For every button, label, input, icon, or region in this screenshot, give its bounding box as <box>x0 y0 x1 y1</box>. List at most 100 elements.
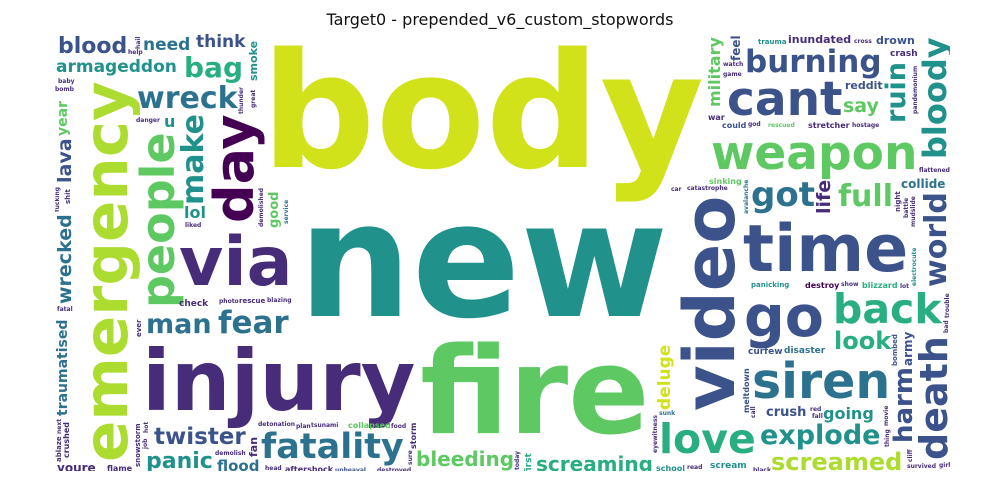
word-great: great <box>250 89 257 108</box>
word-thing: thing <box>884 429 891 447</box>
word-collapsed: collapsed <box>348 421 391 430</box>
word-fan: fan <box>247 436 260 457</box>
word-sure: sure <box>407 450 414 465</box>
word-hail: hail <box>135 36 142 49</box>
word-storm: storm <box>409 422 418 449</box>
word-new: new <box>298 167 669 354</box>
word-say: say <box>843 95 879 117</box>
word-cloud: new body fire injury video via time emergency we… <box>55 34 950 471</box>
word-scream: scream <box>710 461 747 471</box>
word-people: people <box>131 132 185 308</box>
word-snowstorm: snowstorm <box>134 423 142 468</box>
word-avalanche: avalanche <box>743 179 750 214</box>
word-injury: injury <box>142 332 416 430</box>
word-school: school <box>656 464 685 472</box>
word-lava: lava <box>55 138 76 183</box>
word-flood: flood <box>217 457 260 472</box>
word-aftershock: aftershock <box>285 465 334 472</box>
word-bleeding: bleeding <box>416 447 515 471</box>
word-fatal: fatal <box>57 306 73 313</box>
word-twister: twister <box>154 424 246 450</box>
word-via: via <box>179 223 293 302</box>
word-demolish: demolish <box>215 450 246 457</box>
word-lot: lot <box>900 283 910 290</box>
word-need: need <box>143 35 191 55</box>
word-black: black <box>753 467 771 472</box>
word-rescued: rescued <box>768 122 795 129</box>
word-think: think <box>196 34 246 52</box>
word-world: world <box>919 192 950 287</box>
word-danger: danger <box>136 117 160 124</box>
word-fucking: fucking <box>55 186 61 212</box>
word-cant: cant <box>727 72 843 127</box>
word-read: read <box>687 464 703 471</box>
word-survived: survived <box>907 463 937 470</box>
word-bombed: bombed <box>891 334 899 366</box>
word-next: next <box>56 418 63 434</box>
word-game: game <box>723 71 742 78</box>
word-time: time <box>743 212 909 287</box>
word-wreck: wreck <box>137 81 238 116</box>
word-destroy: destroy <box>805 281 840 290</box>
word-got: got <box>751 175 815 215</box>
word-going: going <box>823 404 874 423</box>
word-rescue: rescue <box>239 297 266 305</box>
word-bloody: bloody <box>916 37 950 159</box>
word-upheaval: upheaval <box>335 467 366 472</box>
word-burning: burning <box>745 44 882 80</box>
word-look: look <box>834 327 892 355</box>
word-wrecked: wrecked <box>55 214 76 304</box>
word-girl: girl <box>939 462 950 469</box>
word-weapon: weapon <box>711 126 918 181</box>
word-collide: collide <box>901 177 946 191</box>
word-flattened: flattened <box>919 167 950 174</box>
word-ever: ever <box>135 319 143 337</box>
word-plan: plan <box>296 423 311 430</box>
word-detonation: detonation <box>258 421 295 428</box>
word-fatality: fatality <box>261 427 404 467</box>
word-electrocute: electrocute <box>911 247 918 286</box>
word-back: back <box>833 285 942 333</box>
word-pandemonium: pandemonium <box>912 65 919 114</box>
word-siren: siren <box>752 353 891 410</box>
word-movie: movie <box>883 405 890 426</box>
word-disaster: disaster <box>784 346 826 356</box>
word-panic: panic <box>146 449 213 472</box>
word-show: show <box>841 281 859 288</box>
word-fire: fire <box>420 323 650 462</box>
word-call: call <box>750 406 757 418</box>
word-youre: youre <box>57 461 96 471</box>
word-emergency: emergency <box>71 81 142 462</box>
word-baby: baby <box>58 78 75 85</box>
word-screamed: screamed <box>771 448 903 471</box>
word-demolished: demolished <box>258 187 265 227</box>
word-war: war <box>708 113 725 122</box>
chart-title: Target0 - prepended_v6_custom_stopwords <box>326 10 674 29</box>
word-crushed: crushed <box>62 422 71 458</box>
word-check: check <box>179 299 209 309</box>
word-thunder: thunder <box>238 86 245 114</box>
word-hot: hot <box>143 421 150 433</box>
word-eyewitness: eyewitness <box>652 414 659 453</box>
word-u: u <box>164 112 176 131</box>
word-god: god <box>748 121 761 128</box>
word-harm: harm <box>889 367 919 443</box>
word-car: car <box>671 186 682 193</box>
word-photo: photo <box>219 298 239 305</box>
word-love: love <box>659 415 756 463</box>
word-military: military <box>705 37 724 107</box>
word-today: today <box>514 450 521 470</box>
word-stretcher: stretcher <box>808 121 850 130</box>
word-life: life <box>813 179 835 214</box>
word-good: good <box>267 191 282 228</box>
word-crash: crash <box>890 49 918 59</box>
word-lol: lol <box>184 203 206 222</box>
word-help: help <box>128 49 143 56</box>
word-blizzard: blizzard <box>862 281 898 290</box>
word-fall: fall <box>812 413 823 420</box>
word-body: body <box>261 34 705 205</box>
word-head: head <box>265 465 282 472</box>
word-inundated: inundated <box>788 34 852 46</box>
word-day: day <box>203 114 266 223</box>
word-make: make <box>176 114 211 205</box>
